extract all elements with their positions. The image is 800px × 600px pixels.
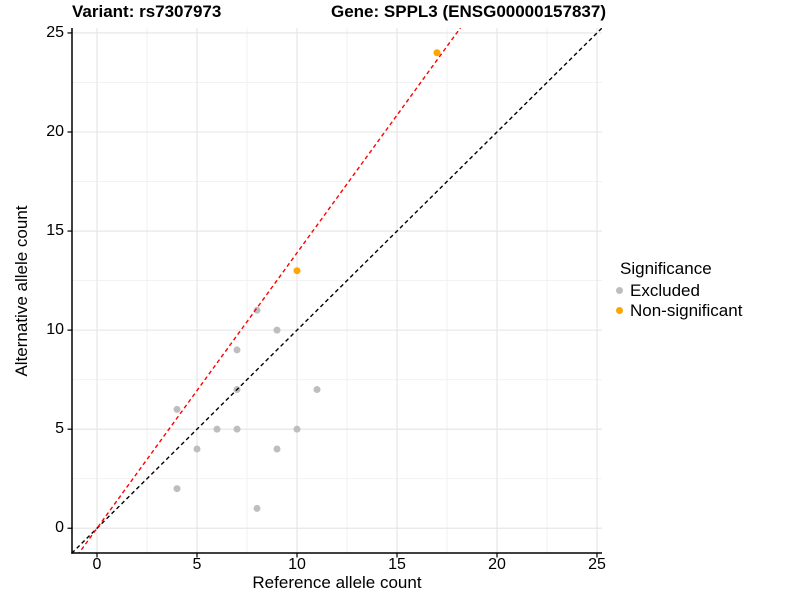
non-significant-point-icon [616,307,623,314]
plot-title-gene: Gene: SPPL3 (ENSG00000157837) [331,2,606,21]
legend-label-excluded: Excluded [630,280,700,300]
series-excluded [173,306,321,512]
y-tick-label: 25 [46,23,64,41]
legend-item-non-significant: Non-significant [616,301,742,320]
x-tick-label: 20 [488,556,506,573]
legend-item-excluded: Excluded [616,281,700,300]
x-tick-label: 10 [288,556,306,573]
x-tick-label: 5 [192,556,202,573]
y-tick-label: 5 [55,420,64,438]
y-tick-label: 0 [55,519,64,537]
legend-title: Significance [620,259,712,278]
x-axis-title: Reference allele count [252,573,422,592]
series-non-significant [293,49,441,275]
excluded-point-icon [616,287,623,294]
x-tick-label: 25 [588,556,606,573]
y-tick-label: 15 [46,222,64,240]
x-tick-label: 0 [92,556,102,573]
y-tick-label: 10 [46,321,64,339]
expected-ratio-line [78,28,462,553]
y-tick-label: 20 [46,123,64,140]
plot-title-variant: Variant: rs7307973 [72,2,222,21]
legend-label-non-significant: Non-significant [630,300,743,320]
identity-line [72,28,602,553]
x-tick-label: 15 [388,556,406,573]
